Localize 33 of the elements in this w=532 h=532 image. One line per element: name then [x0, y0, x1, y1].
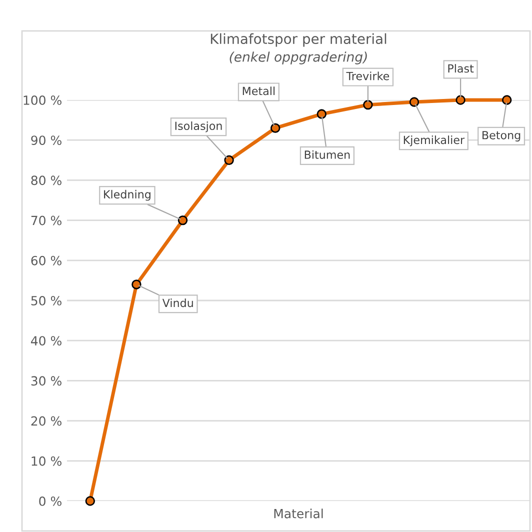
- data-label: Metall: [242, 86, 275, 96]
- y-tick-label: 80 %: [31, 176, 62, 186]
- data-label: Trevirke: [346, 72, 390, 80]
- data-label: Betong: [482, 131, 520, 142]
- point: [316, 109, 327, 119]
- y-tick-label: 20 %: [31, 416, 62, 426]
- chart-subtitle: (enkel oppgradering): [230, 52, 367, 64]
- y-tick-label: 40 %: [30, 336, 62, 346]
- point: [502, 95, 512, 105]
- point: [132, 280, 142, 290]
- y-tick-label: 10 %: [32, 456, 62, 466]
- y-tick-label: 70 %: [31, 216, 62, 226]
- y-tick-label: 30 %: [31, 376, 62, 386]
- data-label: Isolasjon: [175, 121, 222, 132]
- point: [178, 215, 188, 226]
- x-axis-title: Material: [274, 508, 323, 518]
- data-label: Kjemikalier: [404, 136, 465, 146]
- data-label: Vindu: [162, 298, 193, 308]
- chart-title: Klimafotspor per material: [210, 33, 386, 47]
- y-tick-label: 60 %: [31, 256, 62, 266]
- point: [409, 97, 420, 107]
- y-tick-label: 50 %: [31, 296, 62, 306]
- y-tick-label: 0 %: [39, 496, 62, 506]
- point: [456, 95, 466, 105]
- data-label: Kledning: [104, 190, 150, 201]
- data-label: Bitumen: [304, 150, 350, 159]
- data-label: Plast: [448, 64, 474, 73]
- point: [270, 123, 280, 133]
- point: [85, 496, 96, 506]
- point: [224, 155, 234, 166]
- point: [363, 100, 373, 110]
- y-tick-label: 90 %: [31, 136, 62, 146]
- y-tick-label: 100 %: [24, 95, 62, 105]
